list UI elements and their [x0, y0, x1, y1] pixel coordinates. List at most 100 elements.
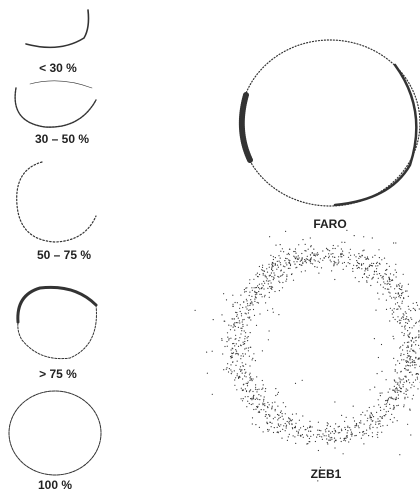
- scan-point: [317, 430, 318, 431]
- scan-point: [320, 430, 321, 431]
- scan-point: [232, 343, 233, 344]
- scan-point: [362, 277, 363, 278]
- scan-point: [384, 415, 385, 416]
- scan-point: [295, 423, 296, 424]
- scan-point: [302, 415, 303, 416]
- scan-point: [330, 426, 331, 427]
- scan-point: [359, 422, 360, 423]
- scan-point: [280, 424, 281, 425]
- scan-point: [378, 357, 379, 358]
- scan-point: [370, 417, 371, 418]
- scan-point: [233, 324, 234, 325]
- scan-point: [308, 431, 309, 432]
- scan-point: [406, 369, 407, 370]
- scan-point: [391, 297, 392, 298]
- scan-point: [388, 411, 389, 412]
- scan-point: [265, 411, 266, 412]
- scan-point: [403, 354, 404, 355]
- scan-point: [314, 266, 315, 267]
- scan-point: [407, 397, 408, 398]
- scan-point: [314, 259, 315, 260]
- scan-point: [349, 252, 350, 253]
- scan-point: [251, 399, 252, 400]
- scan-point: [409, 359, 410, 360]
- scan-point: [400, 322, 401, 323]
- scan-point: [252, 391, 253, 392]
- scan-point: [408, 309, 409, 310]
- scan-point: [249, 374, 250, 375]
- scan-point: [407, 342, 408, 343]
- scan-point: [395, 369, 396, 370]
- scan-point: [396, 405, 397, 406]
- scan-point: [394, 390, 395, 391]
- scan-point: [256, 391, 257, 392]
- scan-point: [246, 291, 247, 292]
- scan-point: [372, 432, 373, 433]
- scan-point: [221, 340, 222, 341]
- scan-point: [269, 267, 270, 268]
- scan-point: [270, 422, 271, 423]
- scan-point: [391, 398, 392, 399]
- scan-point: [397, 372, 398, 373]
- scan-point: [386, 274, 387, 275]
- scan-point: [415, 337, 416, 338]
- scan-point: [271, 287, 272, 288]
- scan-point: [371, 278, 372, 279]
- scan-point: [267, 418, 268, 419]
- scan-point: [360, 414, 361, 415]
- scan-point: [355, 277, 356, 278]
- scan-point: [230, 338, 231, 339]
- zeb-scan: [195, 230, 420, 482]
- scan-point: [370, 428, 371, 429]
- scan-point: [341, 242, 342, 243]
- scan-point: [312, 252, 313, 253]
- scan-point: [410, 387, 411, 388]
- scan-point: [223, 293, 224, 294]
- scan-point: [381, 344, 382, 345]
- scan-point: [332, 256, 333, 257]
- scan-point: [262, 296, 263, 297]
- scan-point: [244, 291, 245, 292]
- scan-point: [239, 376, 240, 377]
- scan-point: [297, 435, 298, 436]
- scan-point: [258, 389, 259, 390]
- scan-point: [293, 251, 294, 252]
- scan-point: [344, 421, 345, 422]
- scan-point: [403, 317, 404, 318]
- scan-point: [413, 395, 414, 396]
- scan-point: [229, 368, 230, 369]
- scan-point: [289, 254, 290, 255]
- scan-point: [385, 288, 386, 289]
- scan-point: [273, 278, 274, 279]
- scan-point: [362, 431, 363, 432]
- scan-point: [236, 316, 237, 317]
- scan-point: [410, 332, 411, 333]
- scan-point: [259, 411, 260, 412]
- scan-point: [348, 257, 349, 258]
- scan-point: [274, 417, 275, 418]
- scan-point: [367, 270, 368, 271]
- scan-point: [354, 435, 355, 436]
- scan-point: [263, 431, 264, 432]
- scan-point: [265, 302, 266, 303]
- scan-point: [408, 342, 409, 343]
- scan-point: [266, 276, 267, 277]
- scan-point: [340, 438, 341, 439]
- scan-point: [249, 318, 250, 319]
- scan-point: [399, 387, 400, 388]
- scan-point: [328, 431, 329, 432]
- scan-point: [256, 376, 257, 377]
- scan-point: [364, 257, 365, 258]
- scan-point: [381, 392, 382, 393]
- scan-point: [274, 291, 275, 292]
- scan-point: [259, 412, 260, 413]
- scan-point: [245, 306, 246, 307]
- scan-point: [345, 429, 346, 430]
- scan-point: [397, 308, 398, 309]
- scan-point: [275, 257, 276, 258]
- scan-point: [331, 439, 332, 440]
- scan-point: [244, 375, 245, 376]
- scan-point: [398, 293, 399, 294]
- scan-point: [259, 266, 260, 267]
- scan-point: [263, 273, 264, 274]
